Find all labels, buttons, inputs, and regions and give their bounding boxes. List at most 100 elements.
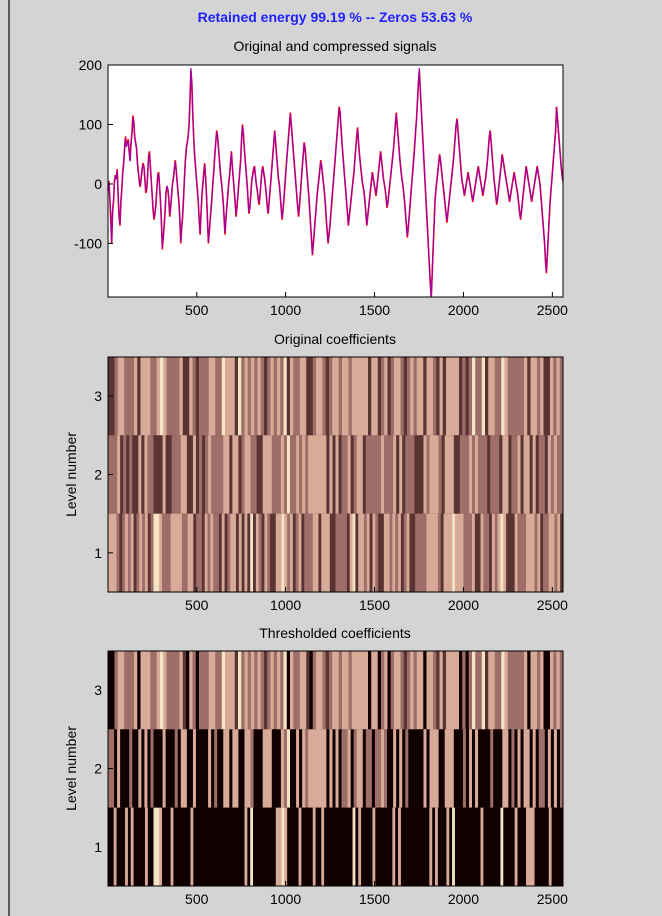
- original-coef-cell: [221, 513, 225, 592]
- thresholded-coef-cell: [454, 807, 459, 886]
- original-coef-cell: [287, 513, 291, 592]
- thresholded-coef-cell: [181, 807, 186, 886]
- thresholded-ytick-label: 3: [94, 682, 102, 698]
- original-coef-cell: [514, 435, 518, 514]
- original-coef-cell: [159, 435, 163, 514]
- thresholded-coef-cell: [299, 651, 304, 730]
- original-coef-cell: [150, 357, 154, 436]
- thresholded-coef-cell: [114, 729, 118, 808]
- original-coef-cell: [136, 513, 140, 592]
- original-coef-cell: [315, 513, 319, 592]
- original-coef-cell: [156, 357, 161, 436]
- thresholded-coef-cell: [478, 651, 483, 730]
- original-coef-cell: [491, 357, 496, 436]
- original-coef-cell: [129, 435, 133, 514]
- thresholded-coef-cell: [348, 651, 353, 730]
- thresholded-coef-cell: [371, 651, 375, 730]
- thresholded-coef-cell: [311, 729, 315, 808]
- thresholded-coef-cell: [214, 729, 218, 808]
- thresholded-coef-cell: [450, 729, 455, 808]
- original-coef-cell: [192, 357, 197, 436]
- signal-plot-frame: [107, 64, 564, 298]
- thresholded-coef-cell: [257, 651, 262, 730]
- thresholded-coef-cell: [306, 651, 310, 730]
- thresholded-coef-cell: [218, 651, 223, 730]
- original-coef-cell: [383, 513, 387, 592]
- thresholded-coef-cell: [202, 651, 206, 730]
- original-coef-cell: [211, 435, 215, 514]
- thresholded-coef-cell: [449, 807, 453, 886]
- original-coef-cell: [534, 513, 538, 592]
- original-coef-cell: [204, 513, 208, 592]
- thresholded-coef-cell: [530, 651, 535, 730]
- original-coef-cell: [271, 435, 276, 514]
- original-coef-cell: [394, 357, 398, 436]
- thresholded-coef-cell: [524, 651, 528, 730]
- thresholded-coef-cell: [523, 729, 527, 808]
- thresholded-coef-cell: [436, 651, 440, 730]
- thresholded-coef-cell: [190, 807, 194, 886]
- thresholded-coef-cell: [511, 651, 515, 730]
- original-coef-cell: [280, 357, 284, 436]
- thresholded-coef-cell: [316, 651, 320, 730]
- thresholded-coef-cell: [553, 651, 557, 730]
- original-coef-cell: [186, 435, 191, 514]
- original-coef-cell: [503, 513, 507, 592]
- original-coef-cell: [502, 435, 506, 514]
- thresholded-coef-cell: [253, 807, 257, 886]
- thresholded-coef-cell: [389, 807, 393, 886]
- original-coef-cell: [117, 435, 121, 514]
- thresholded-xtick-label: 1500: [359, 891, 390, 907]
- original-coef-cell: [361, 513, 365, 592]
- original-coef-cell: [349, 513, 353, 592]
- thresholded-coef-cell: [403, 651, 408, 730]
- original-coef-cell: [499, 435, 503, 514]
- original-xtick-label: 1500: [359, 597, 390, 613]
- original-coef-cell: [302, 435, 306, 514]
- original-coef-cell: [344, 435, 348, 514]
- thresholded-coef-cell: [290, 807, 294, 886]
- original-coef-cell: [341, 513, 345, 592]
- original-coef-cell: [449, 513, 453, 592]
- thresholded-coef-cell: [411, 729, 415, 808]
- thresholded-coef-cell: [397, 651, 401, 730]
- original-coef-cell: [329, 435, 333, 514]
- original-coef-cell: [147, 513, 151, 592]
- thresholded-coef-cell: [514, 651, 518, 730]
- original-xtick-label: 1000: [270, 597, 301, 613]
- original-coef-cell: [543, 513, 547, 592]
- thresholded-coef-cell: [139, 807, 143, 886]
- thresholded-coef-cell: [480, 807, 484, 886]
- thresholded-coef-cell: [484, 729, 488, 808]
- thresholded-coef-cell: [174, 729, 179, 808]
- original-coef-cell: [414, 435, 418, 514]
- original-coef-cell: [490, 435, 494, 514]
- thresholded-coef-cell: [130, 651, 135, 730]
- original-coef-cell: [371, 357, 375, 436]
- original-coef-cell: [208, 435, 212, 514]
- thresholded-coef-cell: [186, 729, 191, 808]
- original-coef-cell: [201, 513, 205, 592]
- original-coef-cell: [117, 357, 122, 436]
- thresholded-coef-cell: [472, 651, 476, 730]
- thresholded-coef-cell: [329, 807, 333, 886]
- original-coef-cell: [299, 435, 303, 514]
- thresholded-coef-cell: [534, 807, 538, 886]
- thresholded-coef-cell: [369, 807, 373, 886]
- original-coef-cell: [545, 513, 550, 592]
- thresholded-coef-cell: [283, 729, 288, 808]
- thresholded-coef-cell: [278, 807, 282, 886]
- original-coef-cell: [123, 435, 127, 514]
- thresholded-coef-cell: [238, 729, 242, 808]
- original-coef-cell: [507, 357, 512, 436]
- thresholded-coef-cell: [322, 651, 327, 730]
- original-coef-cell: [247, 357, 252, 436]
- original-coef-cell: [355, 357, 359, 436]
- original-coef-cell: [182, 357, 187, 436]
- thresholded-coef-cell: [221, 651, 226, 730]
- original-coef-cell: [540, 513, 544, 592]
- thresholded-coef-cell: [318, 807, 322, 886]
- original-coef-cell: [369, 513, 373, 592]
- thresholded-coef-cell: [167, 807, 171, 886]
